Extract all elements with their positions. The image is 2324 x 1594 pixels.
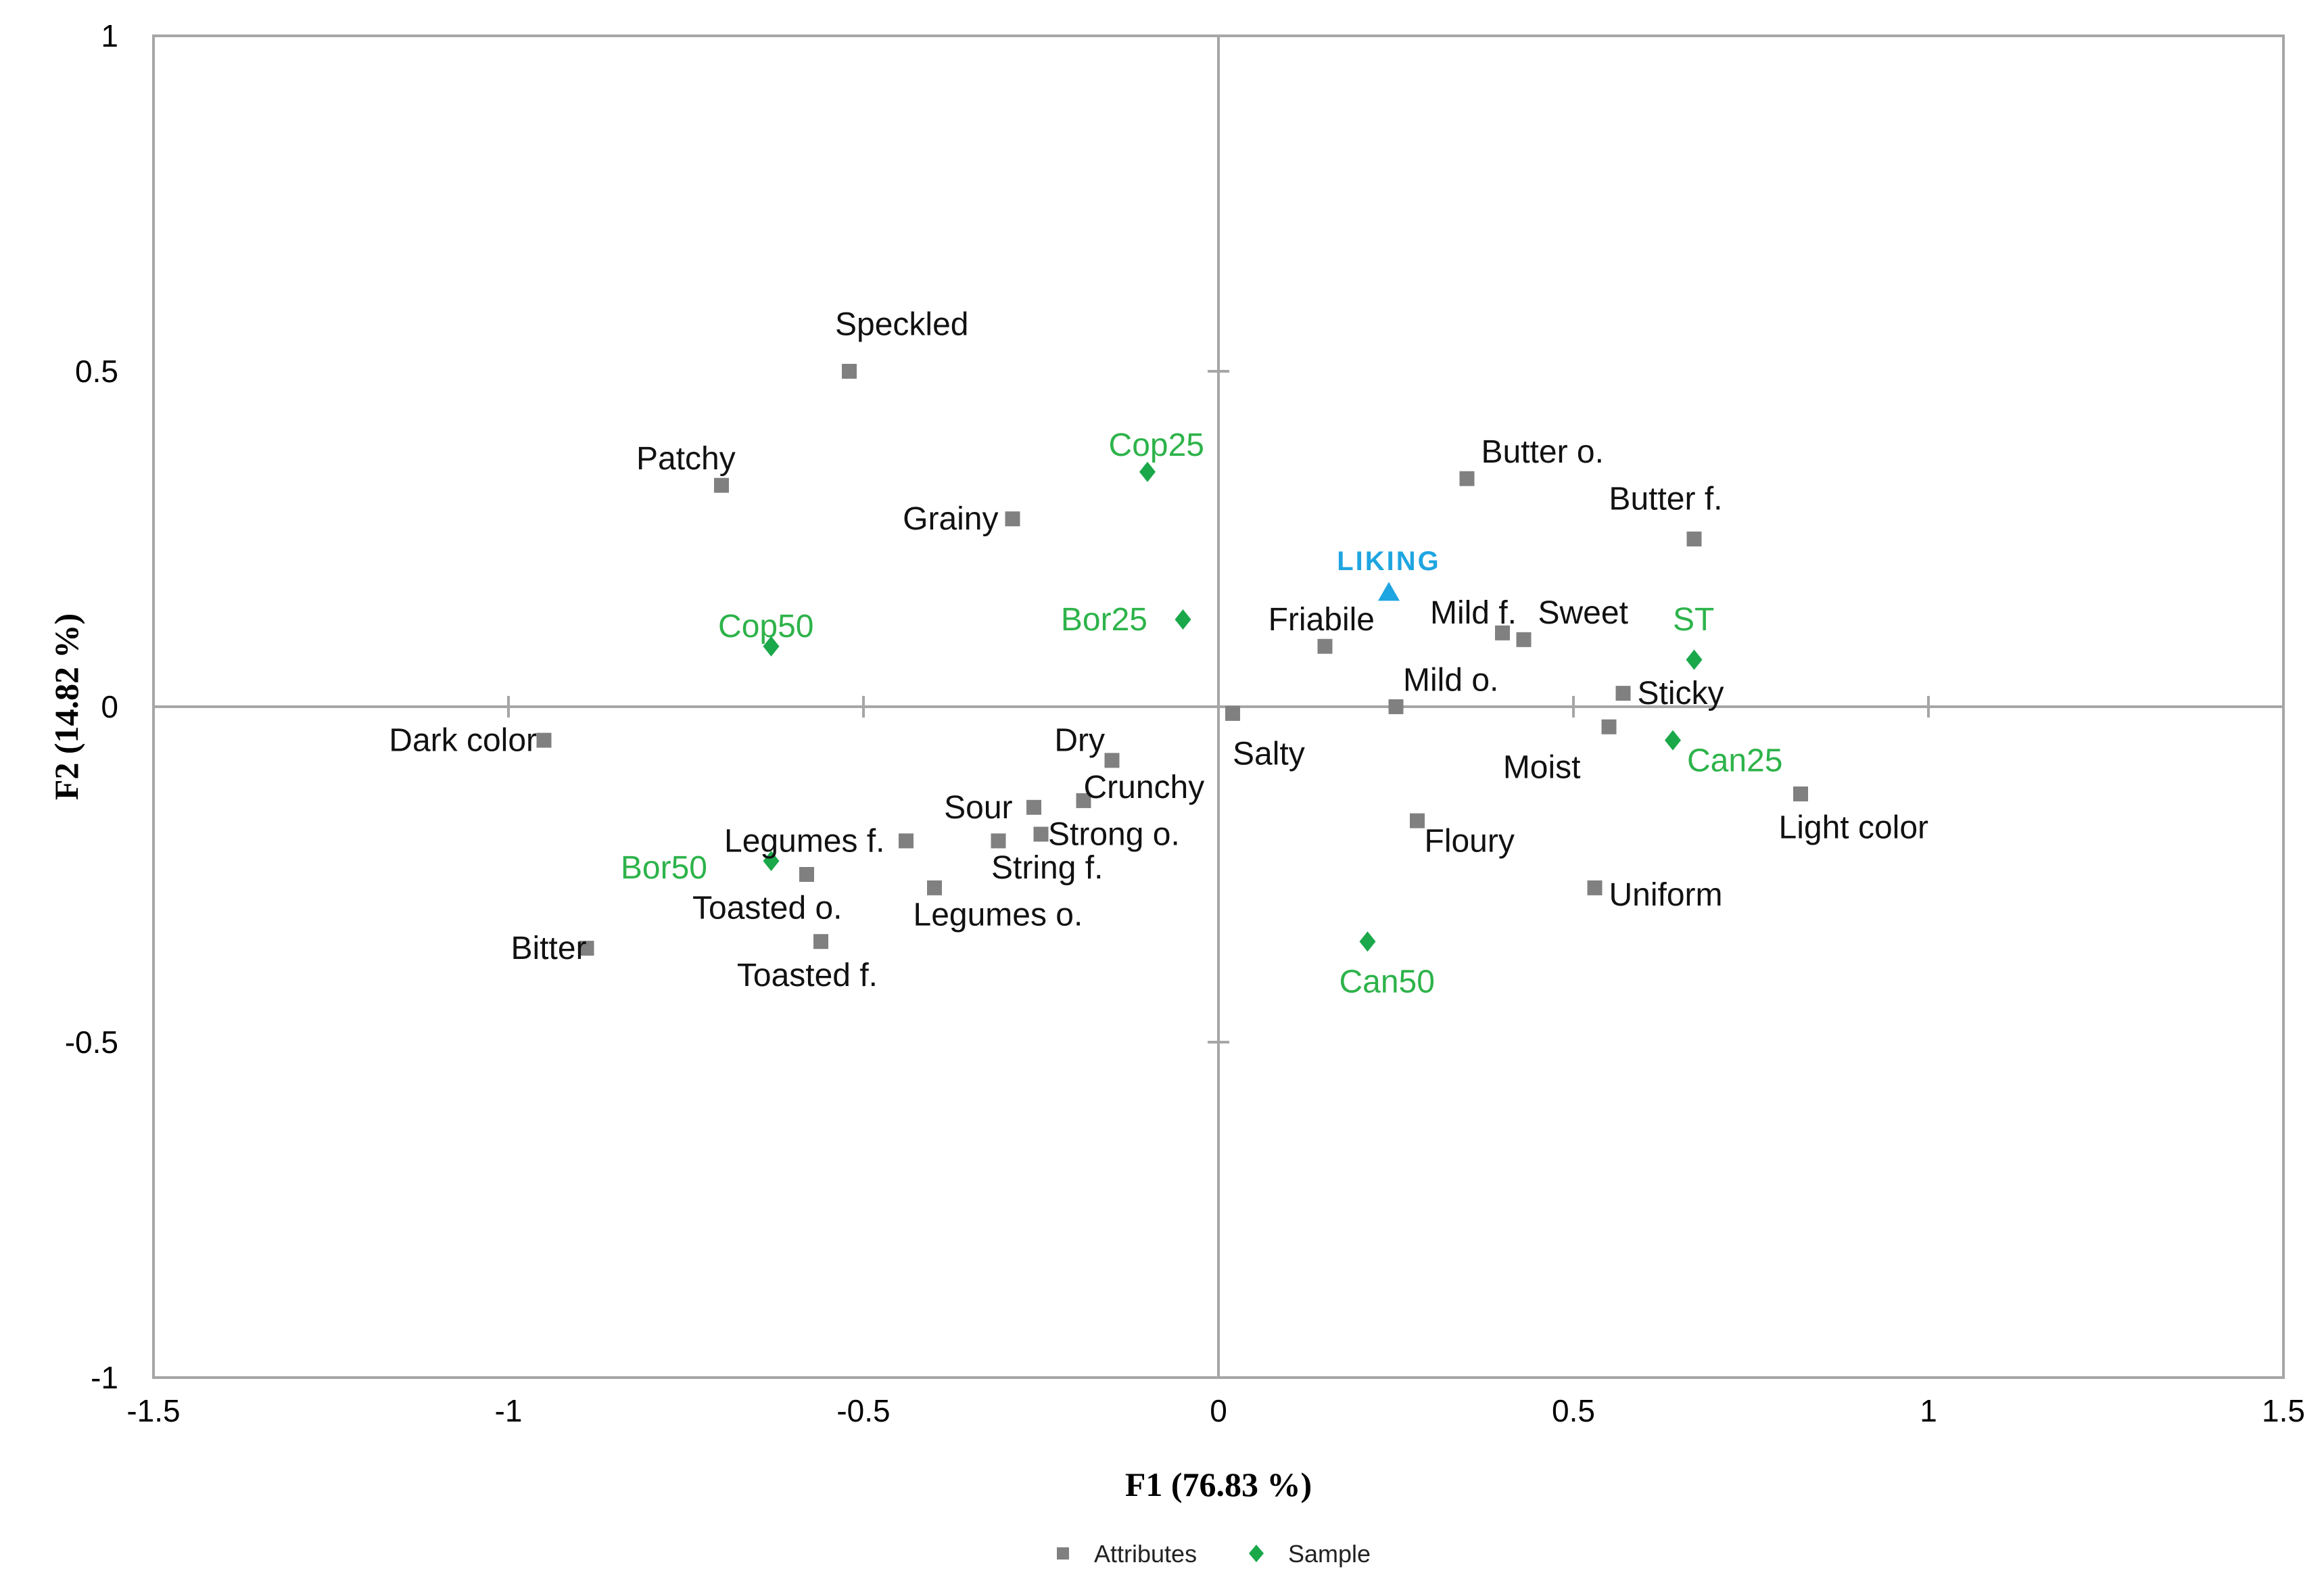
attribute-label-mild-o: Mild o.: [1403, 662, 1498, 698]
sample-point-cop25: [1139, 461, 1156, 482]
attribute-point-salty: [1225, 705, 1240, 721]
legend-sample-label: Sample: [1288, 1540, 1371, 1568]
attribute-point-mild-o: [1388, 699, 1404, 714]
attribute-point-dark-color: [536, 732, 552, 748]
attribute-label-legumes-o: Legumes o.: [914, 897, 1083, 933]
attribute-point-toasted-o: [799, 867, 814, 882]
y-tick-label: -1: [91, 1360, 118, 1395]
legend: Attributes Sample: [1057, 1540, 1371, 1568]
attribute-label-toasted-o: Toasted o.: [692, 891, 842, 927]
attribute-label-sour: Sour: [944, 790, 1012, 826]
x-tick-label: 1: [1920, 1393, 1937, 1428]
attribute-point-legumes-o: [927, 880, 942, 895]
attribute-point-legumes-f: [899, 833, 914, 849]
attribute-label-legumes-f: Legumes f.: [724, 823, 884, 859]
legend-sample-marker: [1249, 1545, 1264, 1562]
attribute-point-bitter: [579, 941, 594, 956]
attribute-label-patchy: Patchy: [636, 441, 736, 477]
attribute-label-uniform: Uniform: [1609, 877, 1723, 913]
attribute-point-friabile: [1317, 638, 1333, 654]
attribute-point-butter-f: [1686, 532, 1702, 546]
attribute-point-sticky: [1615, 686, 1631, 701]
attribute-point-dry: [1104, 753, 1120, 768]
attribute-point-uniform: [1587, 880, 1603, 895]
sample-point-cop50: [763, 636, 780, 657]
y-tick-label: 0: [101, 689, 118, 724]
attribute-point-moist: [1601, 719, 1617, 734]
attribute-point-butter-o: [1459, 471, 1475, 486]
y-tick-label: 1: [101, 18, 118, 53]
attribute-label-dry: Dry: [1054, 723, 1105, 759]
y-axis-title: F2 (14.82 %): [47, 613, 85, 800]
attribute-point-mild-f: [1495, 625, 1510, 640]
attribute-point-speckled: [842, 364, 857, 379]
attribute-label-moist: Moist: [1503, 749, 1581, 785]
attribute-point-patchy: [714, 477, 729, 493]
sample-label-bor50: Bor50: [621, 850, 707, 886]
attribute-label-string-f: String f.: [991, 850, 1103, 886]
attribute-point-sour: [1026, 799, 1041, 815]
liking-label: LIKING: [1337, 546, 1441, 576]
sample-point-can25: [1665, 730, 1681, 751]
sample-point-bor50: [763, 851, 780, 872]
attribute-label-bitter: Bitter: [511, 931, 586, 966]
y-tick-label: -0.5: [65, 1025, 118, 1060]
attribute-point-strong-o: [1033, 826, 1049, 842]
attribute-label-friabile: Friabile: [1268, 602, 1375, 638]
sample-label-bor25: Bor25: [1061, 602, 1147, 638]
sample-point-can50: [1359, 931, 1376, 952]
attribute-label-salty: Salty: [1233, 736, 1305, 772]
attribute-label-grainy: Grainy: [903, 501, 998, 537]
attribute-point-toasted-f: [813, 934, 828, 950]
attribute-point-floury: [1410, 813, 1425, 828]
x-tick-label: 1.5: [2262, 1393, 2305, 1428]
x-tick-label: 0: [1210, 1393, 1227, 1428]
attribute-label-dark-color: Dark color: [389, 723, 537, 759]
attribute-label-butter-f: Butter f.: [1609, 481, 1722, 517]
x-tick-label: -1.5: [126, 1393, 180, 1428]
x-tick-label: -0.5: [836, 1393, 890, 1428]
x-tick-label: -1: [495, 1393, 523, 1428]
sample-point-bor25: [1175, 609, 1191, 630]
sample-label-cop25: Cop25: [1109, 427, 1204, 463]
attribute-label-light-color: Light color: [1779, 810, 1928, 846]
attribute-label-mild-f: Mild f.: [1430, 595, 1517, 631]
attribute-point-sweet: [1516, 632, 1532, 647]
y-tick-label: 0.5: [75, 354, 118, 389]
attribute-label-sweet: Sweet: [1538, 595, 1628, 631]
attribute-label-toasted-f: Toasted f.: [737, 958, 878, 993]
point-labels: Speckled Patchy Grainy Butter o.Butter f. Fr…: [389, 307, 1928, 1000]
zero-axes: [153, 36, 2283, 1378]
liking-point: [1378, 582, 1400, 601]
attribute-point-crunchy: [1076, 793, 1091, 808]
attribute-point-string-f: [991, 833, 1006, 849]
sample-label-cop50: Cop50: [718, 609, 813, 644]
sample-label-can25: Can25: [1687, 743, 1782, 778]
attribute-label-sticky: Sticky: [1638, 676, 1724, 711]
sample-label-can50: Can50: [1339, 964, 1435, 1000]
sample-label-st: ST: [1673, 602, 1714, 638]
legend-attributes-marker: [1057, 1547, 1069, 1560]
attribute-point-grainy: [1005, 511, 1020, 527]
attribute-label-strong-o: Strong o.: [1048, 816, 1180, 852]
attribute-label-butter-o: Butter o.: [1481, 434, 1604, 470]
attribute-label-speckled: Speckled: [835, 307, 968, 343]
sample-point-st: [1686, 649, 1703, 670]
attribute-label-crunchy: Crunchy: [1084, 770, 1205, 805]
x-axis-title: F1 (76.83 %): [1125, 1466, 1312, 1503]
data-points: [536, 364, 1808, 956]
attribute-label-floury: Floury: [1425, 823, 1515, 859]
tick-labels: -1.5 -1 -0.5 0 0.5 1 1.5-1-0.500.51: [65, 18, 2305, 1428]
attribute-point-light-color: [1793, 786, 1808, 801]
x-tick-label: 0.5: [1552, 1393, 1595, 1428]
legend-attributes-label: Attributes: [1094, 1540, 1197, 1568]
